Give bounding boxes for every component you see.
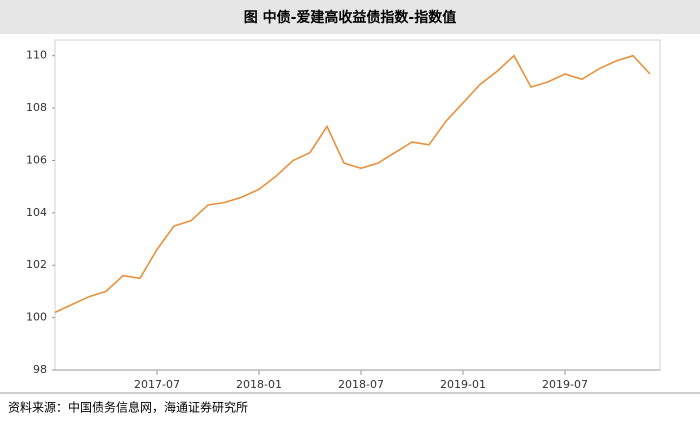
x-tick-label: 2019-07: [542, 378, 588, 391]
y-tick-label: 108: [26, 101, 47, 114]
x-tick-label: 2018-01: [236, 378, 282, 391]
y-tick-label: 110: [26, 49, 47, 62]
x-tick-label: 2018-07: [338, 378, 384, 391]
y-tick-label: 104: [26, 206, 47, 219]
data-line: [54, 54, 651, 314]
title-bar: [0, 0, 700, 34]
chart-title: 图 中债-爱建高收益债指数-指数值: [244, 9, 457, 26]
x-tick-label: 2017-07: [134, 378, 180, 391]
y-tick-label: 106: [26, 153, 47, 166]
y-tick-label: 98: [33, 363, 47, 376]
x-tick-label: 2019-01: [440, 378, 486, 391]
y-tick-label: 100: [26, 311, 47, 324]
y-tick-label: 102: [26, 258, 47, 271]
source-note: 资料来源：中国债务信息网，海通证券研究所: [8, 400, 248, 415]
plot-frame: [54, 39, 661, 371]
